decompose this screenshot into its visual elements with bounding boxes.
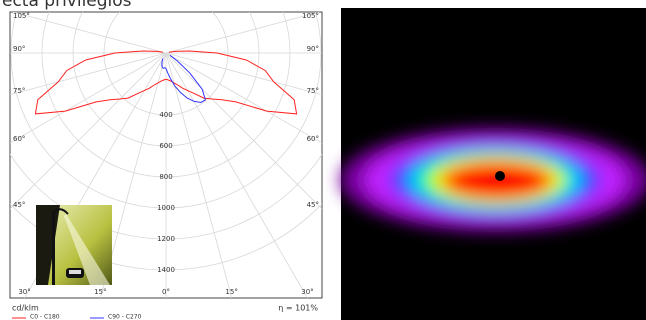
- legend: C0 - C180 C90 - C270: [12, 314, 142, 320]
- angle-tick-label: 90°: [307, 45, 319, 53]
- angle-tick-label: 90°: [13, 45, 25, 53]
- title: ecta privilegios: [2, 0, 132, 11]
- angle-tick-label: 15°: [225, 288, 237, 296]
- intensity-curve: [161, 54, 206, 104]
- angle-tick-label: 30°: [18, 288, 30, 296]
- grid-spoke: [165, 12, 320, 54]
- angle-tick-label: 15°: [94, 288, 106, 296]
- grid-spoke: [165, 52, 322, 96]
- angle-tick-label: 30°: [301, 288, 313, 296]
- efficiency-label: η = 101%: [278, 304, 318, 313]
- grid-spoke: [165, 52, 233, 298]
- grid-spoke: [165, 52, 322, 210]
- heatmap: [340, 8, 646, 320]
- angle-tick-label: 60°: [307, 135, 319, 143]
- angle-tick-label: 105°: [302, 12, 319, 20]
- angle-tick-label: 75°: [307, 87, 319, 95]
- angle-tick-label: 105°: [13, 12, 30, 20]
- angle-tick-label: 75°: [13, 87, 25, 95]
- grid-spoke: [10, 52, 167, 144]
- angle-tick-label: 60°: [13, 135, 25, 143]
- grid-spoke: [165, 52, 322, 144]
- angle-tick-label: 0°: [162, 288, 170, 296]
- r-tick-label: 1400: [157, 266, 175, 274]
- grid: [10, 12, 322, 298]
- legend-label: C90 - C270: [108, 314, 142, 320]
- intensity-curve: [34, 50, 298, 115]
- r-tick-label: 1000: [157, 204, 175, 212]
- grid-spoke: [10, 52, 167, 96]
- lamp-icon: [36, 205, 112, 285]
- curves: [34, 50, 298, 115]
- grid-spoke: [10, 52, 167, 210]
- unit-label: cd/klm: [12, 304, 39, 313]
- angle-tick-label: 45°: [13, 201, 25, 209]
- grid-spoke: [165, 52, 308, 298]
- r-tick-label: 800: [159, 173, 172, 181]
- r-tick-label: 600: [159, 142, 172, 150]
- legend-label: C0 - C180: [30, 314, 60, 320]
- r-tick-label: 400: [159, 111, 172, 119]
- angle-tick-label: 45°: [307, 201, 319, 209]
- r-tick-label: 1200: [157, 235, 175, 243]
- grid-spoke: [12, 12, 167, 54]
